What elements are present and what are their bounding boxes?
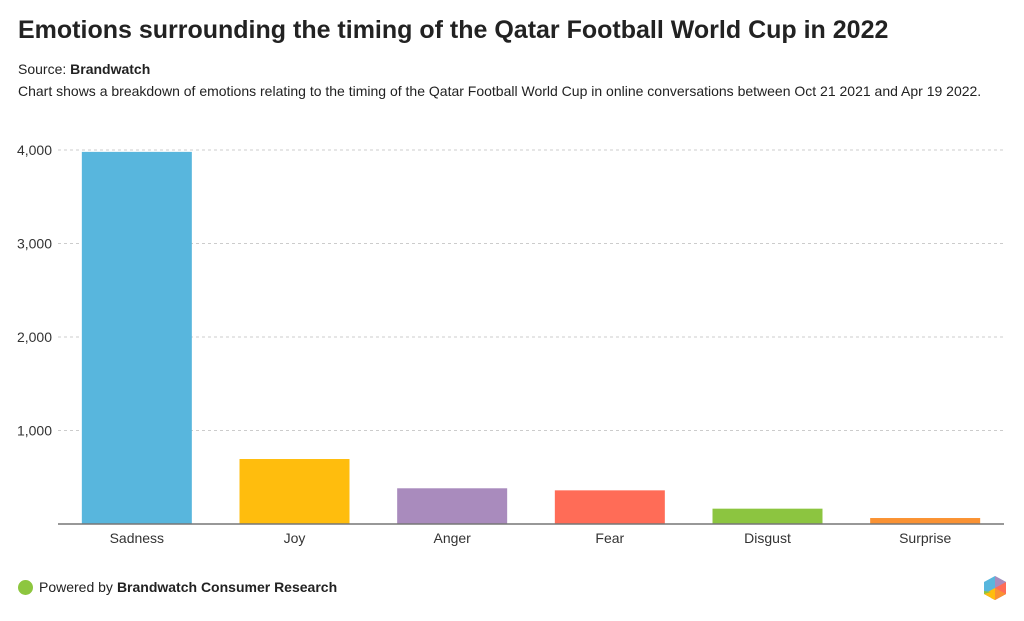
chart-title: Emotions surrounding the timing of the Q… — [18, 16, 889, 44]
x-tick-label: Joy — [284, 530, 306, 546]
footer: Powered by Brandwatch Consumer Research — [18, 579, 337, 595]
x-tick-label: Fear — [595, 530, 624, 546]
x-tick-label: Sadness — [110, 530, 164, 546]
bar-disgust[interactable] — [712, 508, 823, 524]
footer-brand: Brandwatch Consumer Research — [116, 579, 338, 595]
x-tick-label: Surprise — [899, 530, 951, 546]
brandwatch-logo-icon — [984, 576, 1006, 600]
x-tick-label: Disgust — [744, 530, 791, 546]
bar-anger[interactable] — [397, 488, 508, 524]
bar-surprise[interactable] — [870, 518, 981, 524]
y-tick-label: 2,000 — [17, 329, 52, 345]
bar-joy[interactable] — [239, 459, 350, 524]
source-line: Source: Brandwatch — [18, 61, 150, 77]
bar-sadness[interactable] — [81, 151, 192, 524]
y-tick-label: 3,000 — [17, 236, 52, 252]
chart-description: Chart shows a breakdown of emotions rela… — [18, 83, 982, 99]
y-tick-label: 4,000 — [17, 142, 52, 158]
bar-fear[interactable] — [554, 490, 665, 524]
source-name: Brandwatch — [70, 61, 151, 77]
green-dot-icon — [18, 579, 33, 595]
footer-prefix: Powered by — [39, 579, 113, 595]
source-label: Source: — [18, 61, 67, 77]
x-tick-label: Anger — [433, 530, 471, 546]
y-tick-label: 1,000 — [17, 423, 52, 439]
